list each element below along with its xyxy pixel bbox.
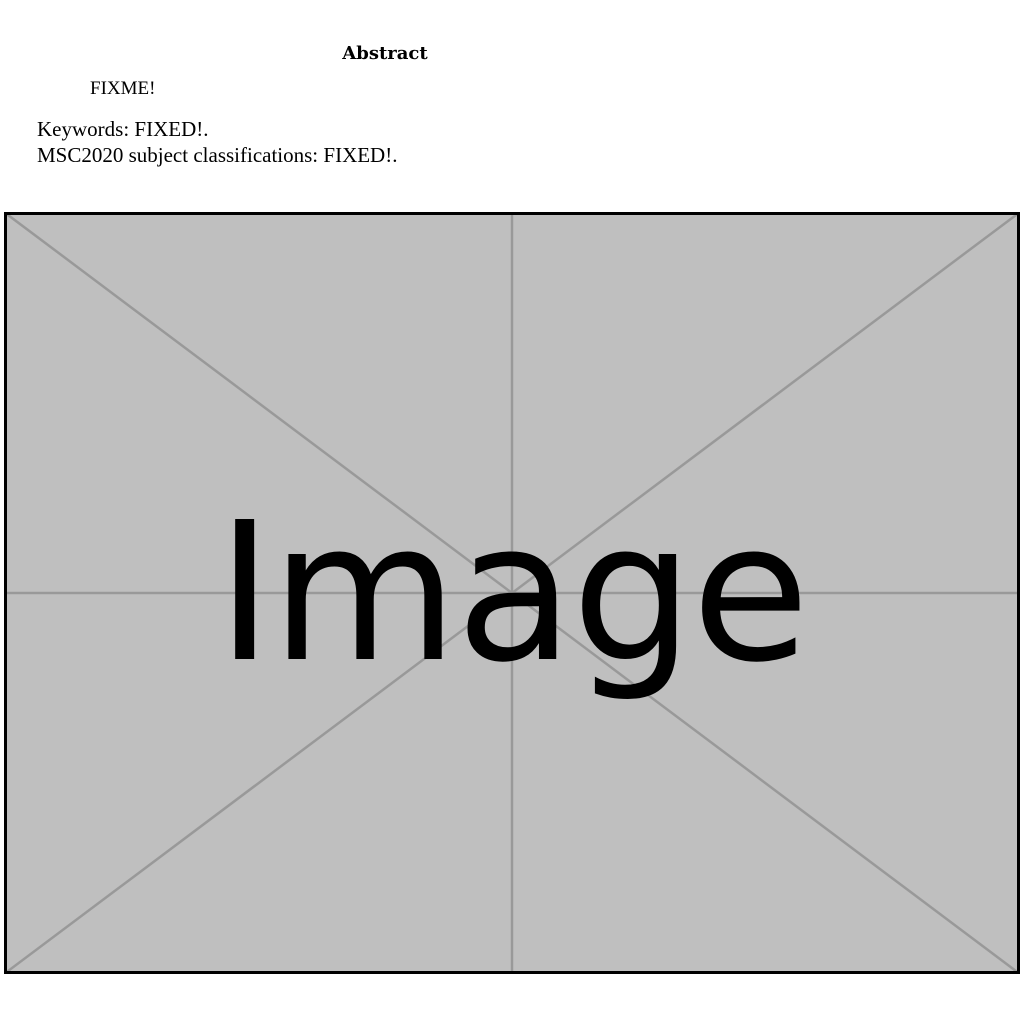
placeholder-label: Image [216, 481, 809, 705]
abstract-heading: Abstract [342, 43, 428, 64]
image-placeholder-graphic [4, 212, 1020, 974]
keywords-line: Keywords: FIXED!. [37, 117, 209, 141]
abstract-body: FIXME! [90, 78, 156, 99]
msc-classification-line: MSC2020 subject classifications: FIXED!. [37, 143, 398, 167]
image-placeholder-figure: Image [4, 212, 1020, 974]
placeholder-border [4, 212, 1020, 974]
